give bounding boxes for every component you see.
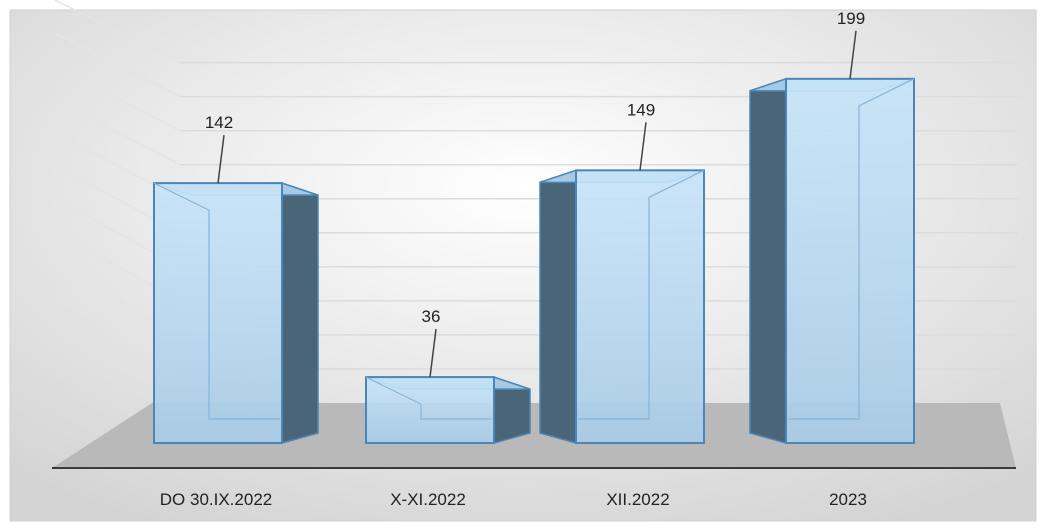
bar-side-face (539, 169, 577, 444)
bar-3 (539, 169, 705, 445)
bar-inner-diagonal (365, 376, 422, 405)
x-tick-label: XII.2022 (606, 490, 669, 509)
data-label: 142 (205, 113, 233, 132)
bar-4 (749, 77, 915, 445)
bar-inner-edge (578, 197, 650, 420)
bar-2 (365, 376, 531, 444)
bar-1 (153, 182, 319, 444)
bar-side-face (749, 77, 787, 444)
bar-front-face (153, 182, 283, 444)
bar-inner-edge (420, 404, 492, 420)
data-label: 149 (627, 100, 655, 119)
bar-inner-diagonal (153, 182, 210, 211)
data-label: 36 (422, 307, 441, 326)
gridline-side (54, 65, 181, 132)
data-label-leader (217, 135, 225, 184)
bar-front-face (575, 169, 705, 445)
bar-side-face (281, 182, 319, 444)
data-label-leader (639, 122, 647, 171)
gridline-side (54, 98, 181, 166)
data-label-leader (849, 30, 857, 79)
bar-front-face (785, 77, 915, 445)
bar-inner-diagonal (648, 169, 705, 198)
x-tick-label: X-XI.2022 (390, 490, 466, 509)
gridline-side (54, 32, 181, 98)
gridline-side (54, 0, 181, 64)
data-label: 199 (837, 9, 865, 28)
bar-inner-diagonal (858, 78, 915, 107)
bar-inner-edge (208, 210, 280, 420)
x-tick-label: 2023 (829, 490, 867, 509)
data-label-leader (429, 329, 437, 378)
x-tick-label: DO 30.IX.2022 (160, 490, 272, 509)
bar-inner-edge (788, 105, 860, 420)
